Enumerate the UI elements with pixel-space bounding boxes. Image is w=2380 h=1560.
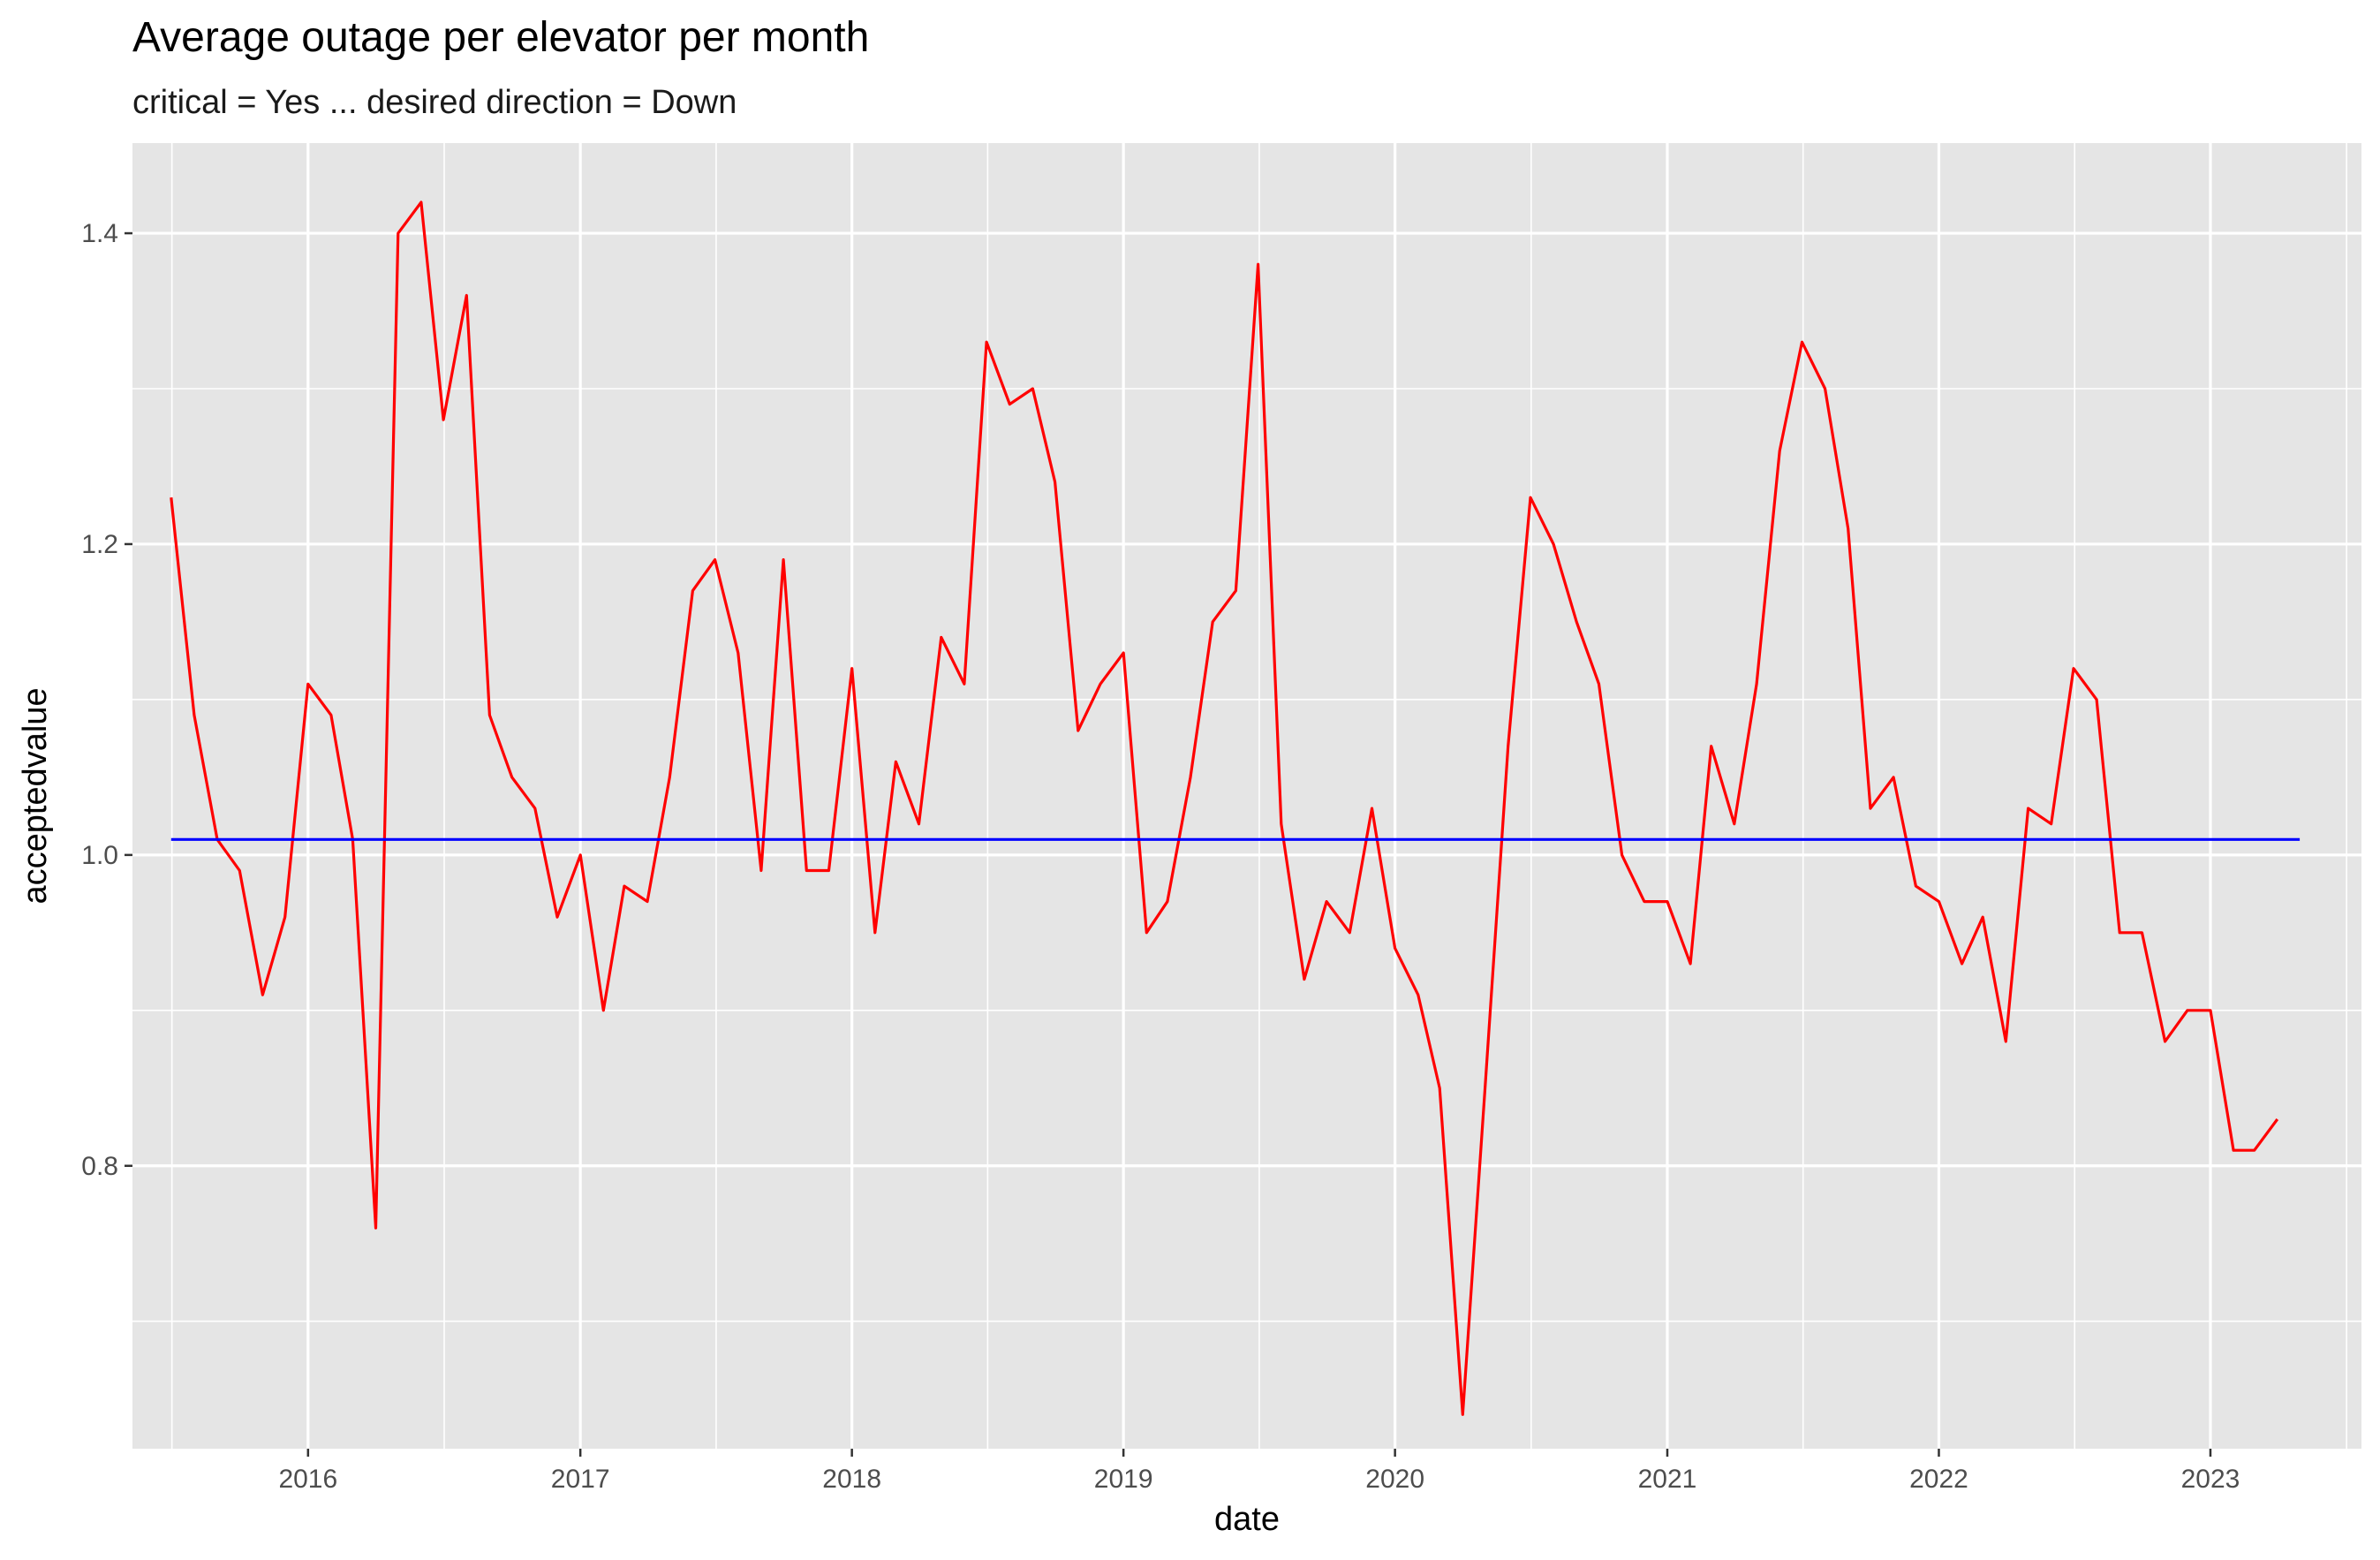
series-layer	[170, 201, 2301, 1416]
y-axis: 0.8 1.0 1.2 1.4	[81, 219, 132, 1181]
x-tick-label: 2023	[2181, 1465, 2240, 1494]
plot-panel	[132, 143, 2361, 1449]
y-tick-label: 0.8	[81, 1152, 118, 1181]
x-tick-label: 2019	[1094, 1465, 1153, 1494]
x-tick-label: 2017	[551, 1465, 610, 1494]
x-tick-label: 2016	[278, 1465, 337, 1494]
y-tick-label: 1.0	[81, 841, 118, 870]
x-tick-label: 2018	[822, 1465, 881, 1494]
chart-subtitle: critical = Yes ... desired direction = D…	[132, 84, 737, 121]
x-tick-label: 2020	[1365, 1465, 1424, 1494]
series-line-accepted-value	[170, 201, 2279, 1416]
x-axis: 2016 2017 2018 2019 2020 2021 2022 2023	[278, 1449, 2240, 1494]
y-axis-title: acceptedvalue	[17, 687, 54, 904]
x-tick-label: 2021	[1638, 1465, 1697, 1494]
x-tick-label: 2022	[1909, 1465, 1968, 1494]
chart-title: Average outage per elevator per month	[132, 14, 869, 61]
y-tick-label: 1.4	[81, 219, 118, 248]
major-gridlines	[132, 143, 2361, 1449]
y-tick-label: 1.2	[81, 530, 118, 559]
x-axis-title: date	[1214, 1501, 1280, 1538]
minor-gridlines	[132, 143, 2361, 1449]
